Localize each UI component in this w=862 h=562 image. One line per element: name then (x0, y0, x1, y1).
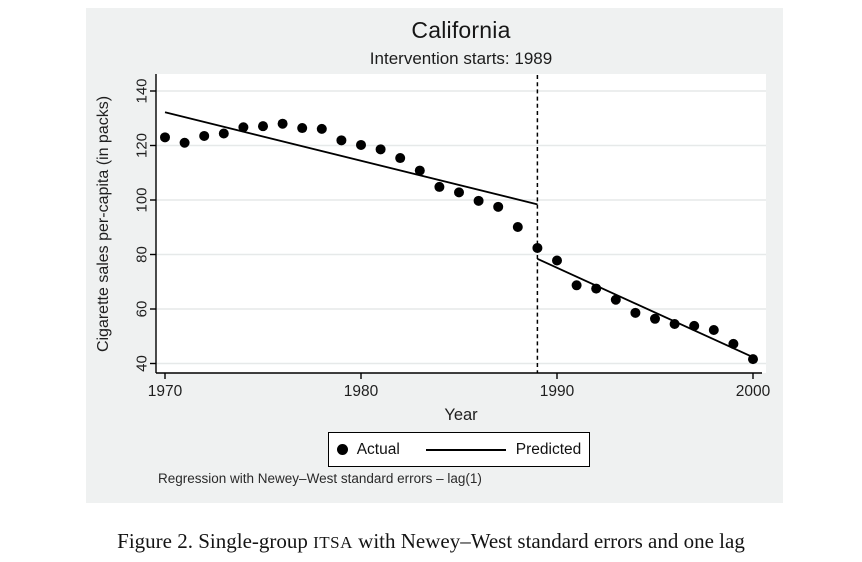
data-point (454, 187, 464, 198)
y-tick-label: 60 (134, 301, 151, 318)
x-tick-label: 1980 (344, 383, 379, 400)
y-tick-label: 120 (134, 133, 151, 158)
data-point (630, 307, 641, 318)
y-tick-label: 100 (134, 187, 151, 212)
chart-subtitle: Intervention starts: 1989 (369, 49, 553, 68)
data-point (395, 153, 406, 164)
actual-dot-icon (336, 444, 348, 455)
plot-svg: Cigarette sales per-capita (in packs) Ye… (95, 74, 771, 424)
caption-prefix: Figure 2. Single-group (117, 529, 314, 553)
chart-title: California (411, 17, 511, 43)
data-point (336, 135, 347, 146)
y-tick-label: 140 (134, 78, 151, 103)
predicted-line (164, 111, 538, 206)
caption-suffix: with Newey–West standard errors and one … (352, 529, 745, 553)
data-point (356, 139, 366, 150)
data-point (610, 294, 621, 305)
data-point (160, 132, 170, 143)
data-point (375, 144, 386, 155)
data-point (179, 137, 190, 148)
x-tick-label: 2000 (736, 383, 771, 400)
legend-label-predicted: Predicted (515, 440, 582, 458)
legend: Actual Predicted (328, 432, 590, 467)
predicted-line (537, 258, 754, 359)
predicted-line-icon (425, 448, 506, 451)
plot-area (156, 74, 766, 373)
data-point (434, 181, 445, 192)
data-point (493, 201, 504, 212)
data-point (218, 128, 229, 139)
regression-note: Regression with Newey–West standard erro… (158, 471, 482, 486)
data-point (258, 121, 268, 132)
data-point (316, 123, 327, 134)
data-point (532, 242, 543, 253)
y-axis-title: Cigarette sales per-capita (in packs) (95, 96, 112, 352)
data-point (238, 122, 249, 133)
x-tick-label: 1990 (540, 383, 575, 400)
data-point (199, 130, 210, 141)
data-point (473, 195, 484, 206)
data-point (669, 318, 680, 329)
caption-smallcaps: ITSA (313, 533, 353, 552)
y-tick-label: 80 (134, 246, 151, 263)
data-point (414, 165, 425, 176)
data-point (512, 221, 523, 232)
data-point (297, 123, 308, 134)
data-point (650, 313, 660, 324)
figure-canvas: California Intervention starts: 1989 Cig… (86, 8, 783, 503)
data-point (277, 118, 288, 129)
data-point (552, 255, 562, 266)
data-point (708, 324, 719, 335)
x-tick-label: 1970 (148, 383, 183, 400)
x-axis-title: Year (444, 406, 478, 424)
data-point (571, 280, 582, 291)
figure-caption: Figure 2. Single-group ITSA with Newey–W… (0, 529, 862, 554)
y-tick-label: 40 (134, 355, 151, 372)
legend-label-actual: Actual (356, 440, 400, 458)
